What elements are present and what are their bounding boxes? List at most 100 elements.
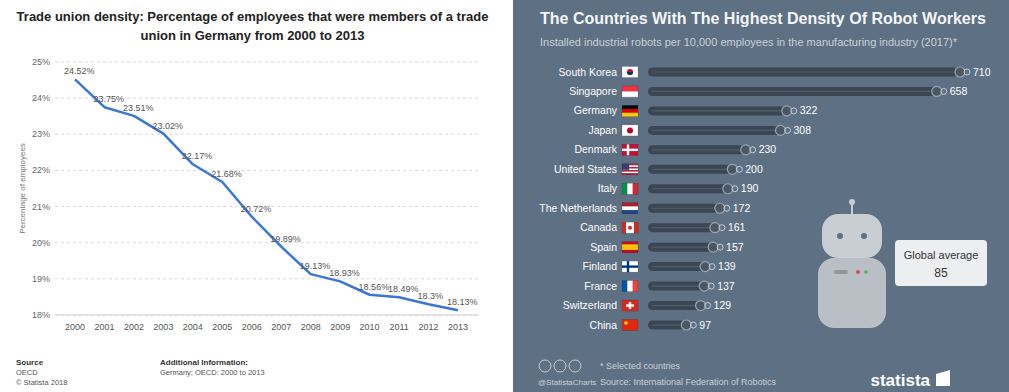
x-tick-label: 2005: [212, 322, 232, 332]
flag: [622, 86, 638, 97]
flag-stripe: [622, 244, 638, 247]
flag-emblem: [628, 226, 632, 230]
flag-border: [622, 105, 638, 116]
bar: [648, 243, 718, 252]
bar: [648, 145, 751, 154]
flag-border: [622, 164, 638, 175]
flag-stripe: [633, 281, 639, 292]
bar: [648, 87, 942, 96]
label-ring: [732, 186, 738, 192]
label-ring: [750, 147, 756, 153]
page: 18%19%20%21%22%23%24%25%2000200120022003…: [0, 0, 1009, 392]
x-tick-label: 2010: [360, 322, 380, 332]
flag-stripe: [622, 109, 638, 113]
data-label: 710: [973, 66, 991, 78]
data-label: 230: [759, 143, 777, 155]
flag-stripe: [634, 222, 638, 233]
label-ring: [719, 225, 725, 231]
source-label: Source: [16, 358, 44, 367]
data-label: 137: [717, 280, 735, 292]
brand-mark: [936, 370, 950, 386]
data-label: 157: [726, 241, 744, 253]
flag-stripe: [633, 183, 639, 194]
category-label: Switzerland: [563, 299, 617, 311]
grid-line: [55, 315, 478, 316]
bar-chart-panel: The Countries With The Highest Density O…: [513, 0, 1009, 392]
license-icon: [554, 360, 566, 372]
label-ring: [785, 127, 791, 133]
grid-line: [55, 242, 478, 243]
additional-info-label: Additional Information:: [160, 358, 248, 367]
bar-highlight: [652, 247, 708, 248]
flag: [622, 67, 638, 78]
source: OECD: [16, 368, 38, 377]
bar-highlight: [652, 110, 782, 111]
data-label: 190: [741, 182, 759, 194]
y-axis-title: Percentage of employees: [18, 143, 27, 234]
robot-antenna-tip: [849, 199, 855, 205]
source: Source: International Federation of Robo…: [600, 377, 777, 387]
bar-highlight: [652, 91, 932, 92]
data-label: 24.52%: [64, 66, 95, 76]
category-label: Italy: [598, 182, 618, 194]
grid-line: [55, 62, 478, 63]
chart-title: The Countries With The Highest Density O…: [540, 10, 986, 27]
flag-stripe: [622, 183, 628, 194]
bar: [648, 106, 792, 115]
data-label: 129: [714, 299, 732, 311]
flag-stripe: [622, 113, 638, 117]
category-label: Canada: [580, 221, 617, 233]
flag-canton: [622, 164, 629, 170]
data-label: 18.49%: [388, 284, 419, 294]
label-ring: [690, 322, 696, 328]
flag-stripe: [622, 86, 638, 92]
label-ring: [964, 69, 970, 75]
flag-emblem: [627, 72, 633, 75]
flag: [622, 261, 638, 272]
flag: [622, 281, 638, 292]
data-label: 19.13%: [300, 261, 331, 271]
category-label: Japan: [588, 124, 617, 136]
bar: [648, 184, 733, 193]
flag-stripe: [627, 281, 633, 292]
bar: [648, 68, 965, 77]
data-label: 308: [794, 124, 812, 136]
label-ring: [724, 205, 730, 211]
data-label: 19.89%: [270, 234, 301, 244]
flag-field: [622, 144, 638, 155]
flag-cross: [626, 304, 634, 306]
flag-stripe: [622, 242, 638, 245]
copyright: © Statista 2018: [16, 378, 67, 387]
bar-highlight: [652, 285, 699, 286]
robot-body: [818, 258, 886, 328]
flag-border: [622, 183, 638, 194]
bar-highlight: [652, 305, 696, 306]
data-line: [75, 79, 458, 310]
data-label: 200: [745, 163, 763, 175]
grid-line: [55, 278, 478, 279]
flag-border: [622, 125, 638, 136]
robot-icon: [818, 199, 886, 328]
flag-border: [622, 281, 638, 292]
robot-slot: [834, 270, 848, 274]
grid-line: [55, 134, 478, 135]
line-group: [75, 79, 458, 310]
flag-stripe: [622, 210, 638, 214]
footnote: * Selected countries: [600, 361, 681, 371]
flag-border: [622, 86, 638, 97]
flag-stripe: [622, 281, 628, 292]
flags: [622, 67, 638, 331]
category-label: Singapore: [569, 85, 617, 97]
data-label: 97: [699, 319, 711, 331]
flag-cross: [622, 149, 638, 151]
root: 18%19%20%21%22%23%24%25%2000200120022003…: [0, 0, 1009, 392]
chart-title: Trade union density: Percentage of emplo…: [4, 7, 501, 45]
flag-stripe: [622, 91, 638, 97]
x-tick-label: 2008: [301, 322, 321, 332]
flag-stripe: [622, 172, 638, 174]
flag-border: [622, 222, 638, 233]
data-label: 21.68%: [211, 169, 242, 179]
data-label: 139: [718, 260, 736, 272]
x-tick-label: 2002: [124, 322, 144, 332]
annotation-value: 85: [934, 266, 948, 280]
